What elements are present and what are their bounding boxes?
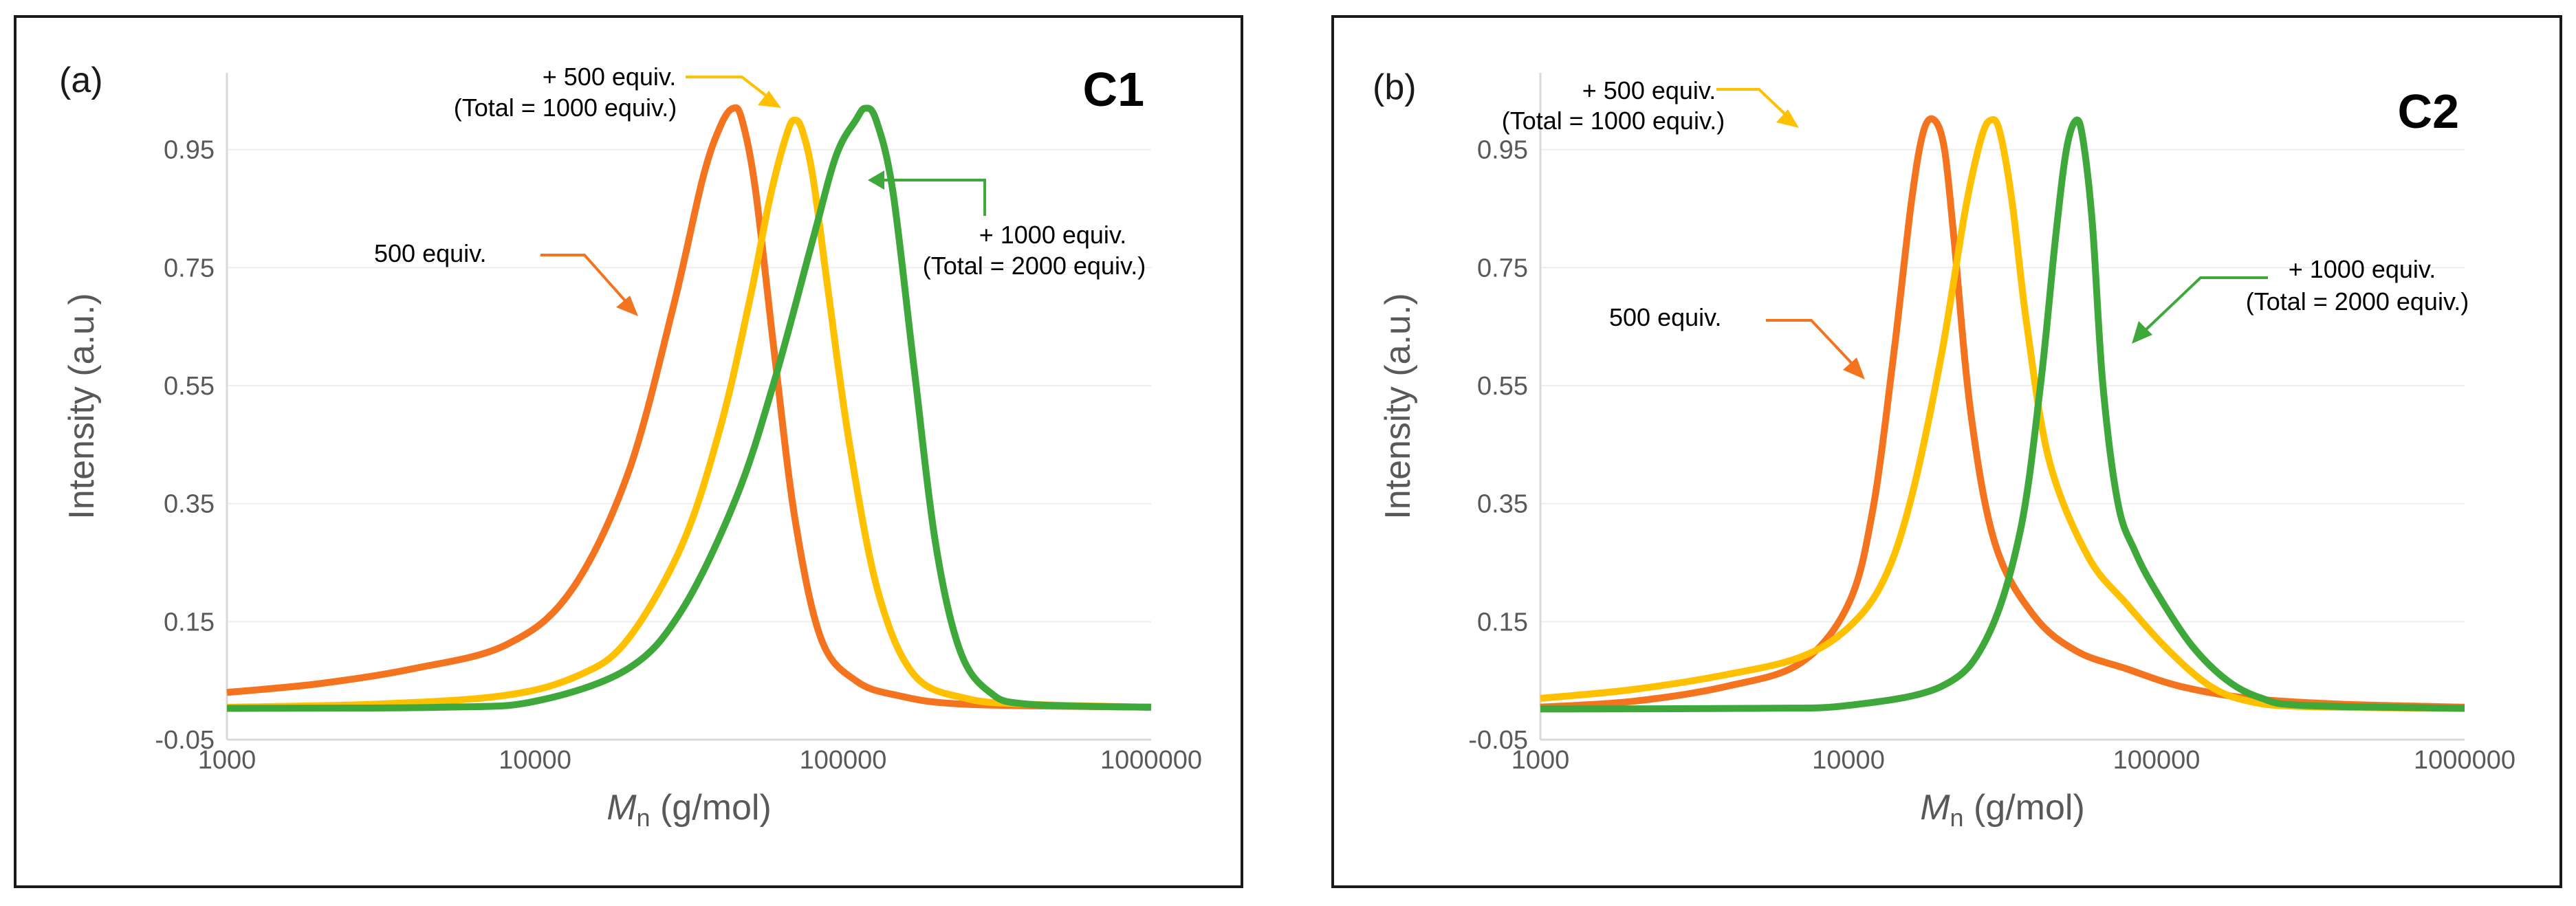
x-tick-label: 1000000 (2414, 746, 2515, 775)
x-tick-label: 1000 (1511, 746, 1570, 775)
annotation-orange-arrow (541, 254, 638, 316)
annotation-green-line1: + 1000 equiv. (979, 221, 1127, 249)
annotation-orange-arrow (1766, 319, 1865, 379)
y-tick-label: 0.95 (164, 136, 215, 165)
x-tick-label: 100000 (2113, 746, 2201, 775)
y-tick-label: 0.55 (1477, 372, 1528, 401)
x-tick-labels: 1000 10000 100000 1000000 (198, 746, 1202, 775)
x-tick-label: 1000 (198, 746, 256, 775)
annotation-green-line2: (Total = 2000 equiv.) (923, 252, 1146, 280)
x-tick-label: 100000 (800, 746, 887, 775)
y-tick-label: 0.75 (164, 254, 215, 283)
series-line-2000-equiv (1540, 116, 2465, 713)
series-line-500-equiv (1540, 115, 2465, 711)
axes (1539, 73, 2465, 741)
y-tick-label: 0.75 (1477, 254, 1528, 283)
series-tag: C1 (1083, 63, 1144, 116)
panel-label: (b) (1373, 67, 1417, 107)
gridlines (227, 148, 1151, 623)
panel-label: (a) (59, 60, 103, 100)
series-line-1000-equiv (1540, 115, 2465, 712)
series-group (1540, 115, 2465, 713)
chart-svg-a: -0.05 0.15 0.35 0.55 0.75 0.95 1000 1000… (59, 60, 1202, 832)
annotation-yellow-arrow (686, 76, 781, 108)
annotation-green-line2: (Total = 2000 equiv.) (2246, 287, 2469, 316)
annotation-yellow-arrow (1716, 88, 1799, 128)
x-tick-label: 1000000 (1100, 746, 1202, 775)
y-axis-title: Intensity (a.u.) (62, 293, 102, 519)
series-tag: C2 (2398, 85, 2459, 138)
series-line-2000-equiv (226, 104, 1152, 712)
annotation-yellow-line1: + 500 equiv. (543, 63, 676, 91)
y-tick-label: 0.35 (164, 490, 215, 519)
y-tick-label: 0.35 (1477, 490, 1528, 519)
x-tick-label: 10000 (499, 746, 571, 775)
gridlines (1540, 148, 2465, 623)
y-tick-label: 0.95 (1477, 136, 1528, 165)
x-tick-label: 10000 (1812, 746, 1885, 775)
y-tick-label: 0.15 (1477, 608, 1528, 637)
y-axis-title: Intensity (a.u.) (1378, 293, 1418, 519)
chart-panel-a: -0.05 0.15 0.35 0.55 0.75 0.95 1000 1000… (14, 15, 1243, 888)
x-tick-labels: 1000 10000 100000 1000000 (1511, 746, 2515, 775)
y-tick-labels: -0.05 0.15 0.35 0.55 0.75 0.95 (155, 136, 215, 755)
x-axis-title: Mn (g/mol) (607, 788, 772, 832)
annotation-yellow-line2: (Total = 1000 equiv.) (454, 93, 677, 122)
y-tick-label: -0.05 (155, 726, 215, 755)
series-group (226, 104, 1152, 712)
chart-panel-b: -0.05 0.15 0.35 0.55 0.75 0.95 1000 1000… (1331, 15, 2562, 888)
series-line-1000-equiv (226, 116, 1152, 711)
x-axis-title: Mn (g/mol) (1920, 788, 2085, 832)
y-tick-label: -0.05 (1468, 726, 1528, 755)
annotation-yellow-line1: + 500 equiv. (1582, 76, 1716, 104)
y-tick-label: 0.55 (164, 372, 215, 401)
annotation-yellow-line2: (Total = 1000 equiv.) (1502, 107, 1725, 135)
annotation-green-line1: + 1000 equiv. (2289, 255, 2436, 283)
chart-svg-b: -0.05 0.15 0.35 0.55 0.75 0.95 1000 1000… (1373, 67, 2515, 832)
annotation-green-arrow (868, 170, 986, 216)
axes (226, 73, 1151, 741)
y-tick-labels: -0.05 0.15 0.35 0.55 0.75 0.95 (1468, 136, 1528, 755)
annotation-orange: 500 equiv. (374, 239, 486, 267)
annotation-orange: 500 equiv. (1609, 303, 1721, 331)
series-line-500-equiv (226, 104, 1152, 711)
y-tick-label: 0.15 (164, 608, 215, 637)
annotation-green-arrow (2132, 276, 2268, 344)
